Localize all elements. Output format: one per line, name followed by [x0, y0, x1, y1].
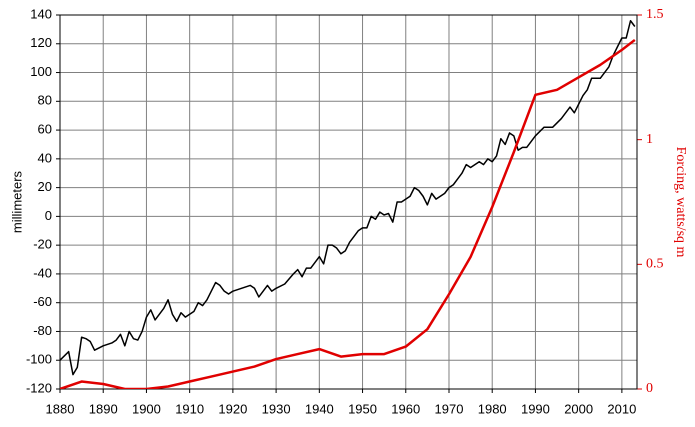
- x-tick-label: 2010: [607, 401, 636, 416]
- x-tick-label: 1930: [262, 401, 291, 416]
- y-tick-label: -100: [26, 352, 52, 367]
- x-tick-label: 1880: [46, 401, 75, 416]
- x-tick-label: 1910: [175, 401, 204, 416]
- y-tick-label: 100: [30, 64, 52, 79]
- y-tick-label: -60: [33, 294, 52, 309]
- x-tick-label: 1990: [521, 401, 550, 416]
- x-tick-label: 1970: [435, 401, 464, 416]
- y-tick-label: 120: [30, 35, 52, 50]
- y-tick-label: 0: [45, 208, 52, 223]
- y-tick-label: -120: [26, 380, 52, 395]
- data-line: [60, 38, 636, 389]
- y2-tick-label: 1: [646, 132, 653, 147]
- y2-axis-label: Forcing, watts/sq m: [673, 147, 688, 258]
- x-tick-label: 1980: [478, 401, 507, 416]
- y-tick-label: 20: [38, 179, 52, 194]
- x-tick-label: 1950: [348, 401, 377, 416]
- y-tick-label: 60: [38, 122, 52, 137]
- x-tick-label: 1960: [391, 401, 420, 416]
- data-line: [60, 20, 636, 376]
- x-tick-label: 2000: [564, 401, 593, 416]
- y-tick-label: -40: [33, 265, 52, 280]
- x-tick-label: 1940: [305, 401, 334, 416]
- x-tick-label: 1920: [218, 401, 247, 416]
- y-tick-label: 140: [30, 6, 52, 21]
- y-tick-label: -80: [33, 323, 52, 338]
- x-tick-label: 1890: [89, 401, 118, 416]
- y-tick-label: -20: [33, 237, 52, 252]
- plot-frame: [59, 14, 638, 390]
- y-tick-label: 40: [38, 150, 52, 165]
- y2-tick-label: 0: [646, 381, 653, 396]
- x-tick-label: 1900: [132, 401, 161, 416]
- y2-tick-label: 1.5: [646, 7, 664, 22]
- plot-area: [60, 20, 636, 389]
- y-axis-label: millimeters: [9, 170, 24, 233]
- y2-tick-label: 0.5: [646, 257, 664, 272]
- y-tick-label: 80: [38, 93, 52, 108]
